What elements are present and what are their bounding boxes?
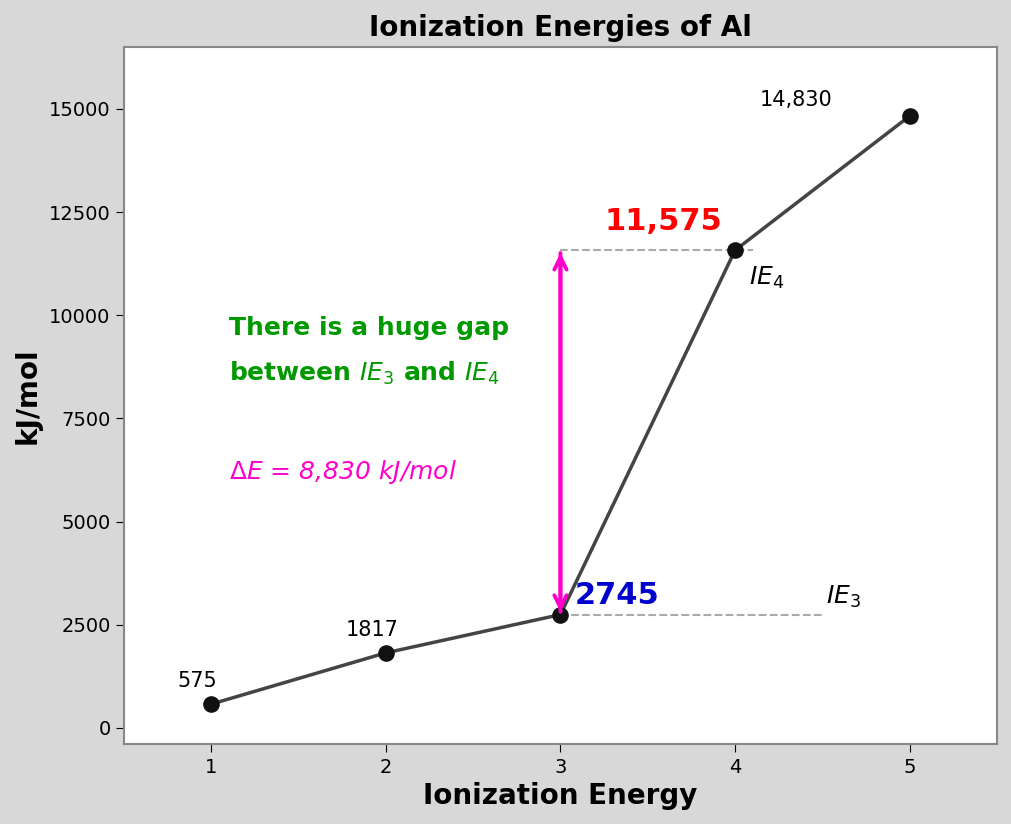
Text: between $\mathit{IE}_3$ and $\mathit{IE}_4$: between $\mathit{IE}_3$ and $\mathit{IE}… <box>228 359 499 386</box>
Point <box>552 608 568 621</box>
Point <box>378 646 394 659</box>
Text: 2745: 2745 <box>574 582 659 611</box>
Text: There is a huge gap: There is a huge gap <box>228 316 509 339</box>
Point <box>203 698 219 711</box>
Text: 575: 575 <box>177 671 217 691</box>
Text: 1817: 1817 <box>346 620 398 639</box>
Title: Ionization Energies of Al: Ionization Energies of Al <box>369 14 752 42</box>
Text: $\mathit{IE}_4$: $\mathit{IE}_4$ <box>749 265 785 291</box>
X-axis label: Ionization Energy: Ionization Energy <box>424 782 698 810</box>
Point <box>902 110 918 123</box>
Text: $\Delta\mathit{E}$ = 8,830 kJ/mol: $\Delta\mathit{E}$ = 8,830 kJ/mol <box>228 458 457 486</box>
Y-axis label: kJ/mol: kJ/mol <box>14 348 41 444</box>
Text: 14,830: 14,830 <box>760 91 833 110</box>
Point <box>727 244 743 257</box>
Text: $\mathit{IE}_3$: $\mathit{IE}_3$ <box>826 584 860 611</box>
Text: 11,575: 11,575 <box>605 207 722 236</box>
